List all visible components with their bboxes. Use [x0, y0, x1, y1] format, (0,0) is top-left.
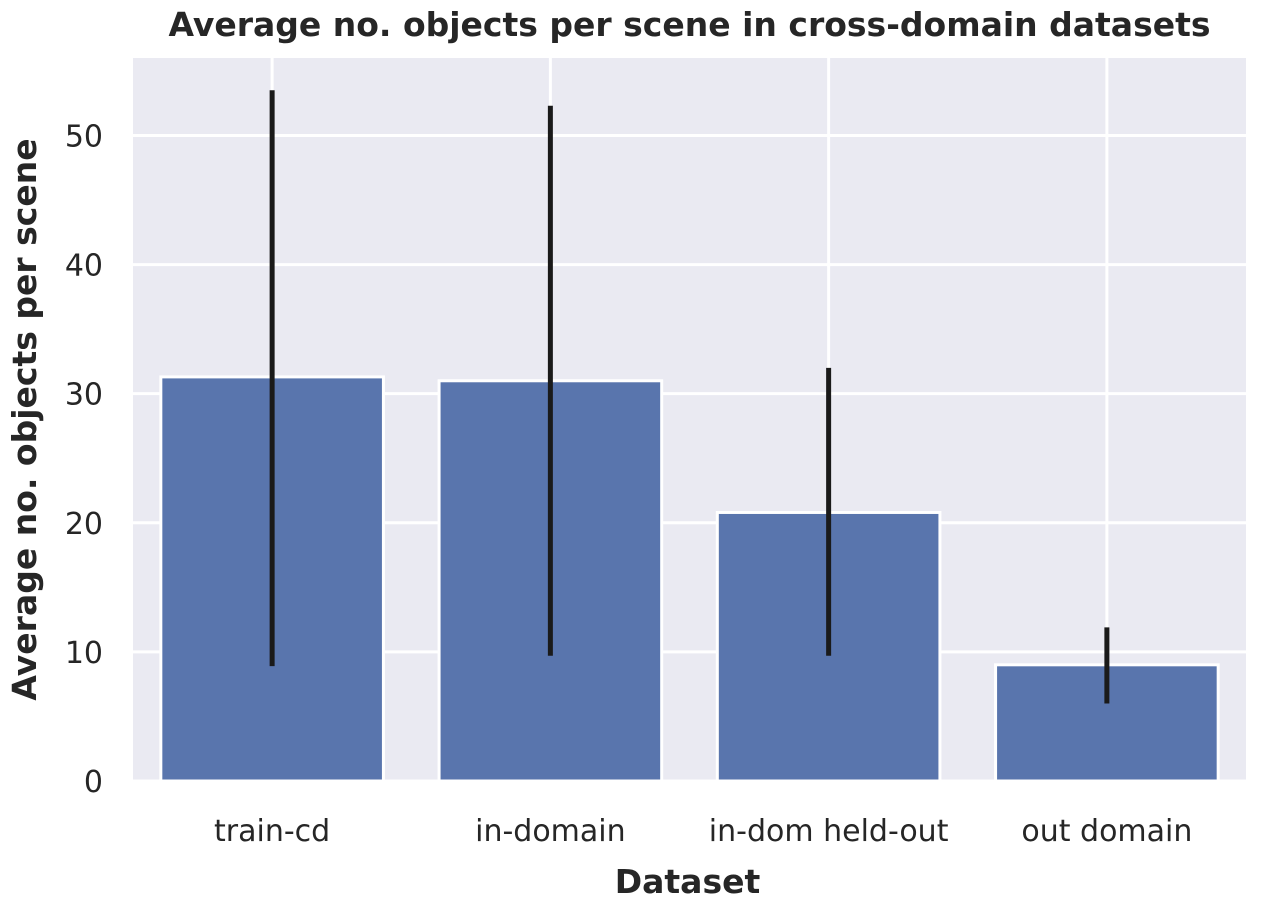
y-tick-labels: 0 10 20 30 40 50 [65, 119, 103, 800]
x-axis-label: Dataset [615, 862, 761, 898]
y-tick-label: 30 [65, 378, 103, 413]
y-axis-label: Average no. objects per scene [5, 138, 44, 700]
y-tick-label: 10 [65, 636, 103, 671]
y-tick-label: 0 [84, 765, 103, 800]
x-tick-label: in-domain [475, 814, 626, 849]
chart-title: Average no. objects per scene in cross-d… [168, 5, 1210, 44]
x-tick-label: out domain [1021, 814, 1192, 849]
y-tick-label: 50 [65, 119, 103, 154]
error-bars [269, 90, 1110, 704]
x-tick-labels: train-cd in-domain in-dom held-out out doma… [214, 814, 1192, 849]
y-tick-label: 20 [65, 507, 103, 542]
y-tick-label: 40 [65, 249, 103, 284]
x-tick-label: train-cd [214, 814, 330, 849]
x-tick-label: in-dom held-out [709, 814, 949, 849]
